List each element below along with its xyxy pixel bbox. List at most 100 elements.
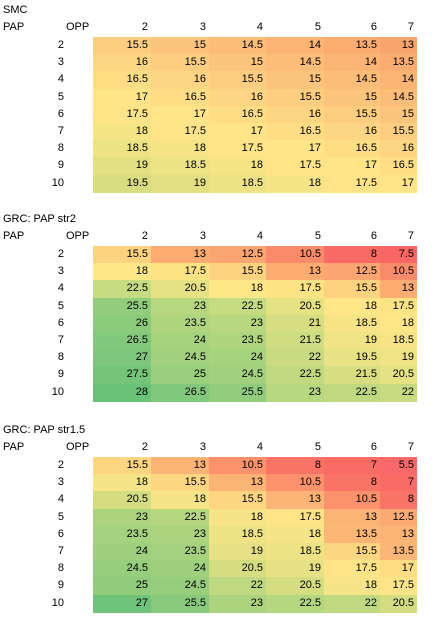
heatmap-cell[interactable]: 23: [151, 525, 209, 544]
heatmap-cell[interactable]: 19: [209, 543, 266, 561]
heatmap-cell[interactable]: 23.5: [209, 332, 266, 350]
heatmap-cell[interactable]: 21: [266, 314, 324, 333]
heatmap-cell[interactable]: 17.5: [93, 105, 151, 124]
heatmap-cell[interactable]: 7.5: [380, 246, 417, 264]
heatmap-cell[interactable]: 22: [209, 577, 266, 596]
heatmap-cell[interactable]: 26.5: [151, 383, 209, 402]
heatmap-cell[interactable]: 13: [266, 263, 324, 282]
heatmap-cell[interactable]: 10.5: [380, 263, 417, 282]
heatmap-cell[interactable]: 15.5: [151, 54, 209, 73]
heatmap-cell[interactable]: 13: [151, 457, 209, 475]
heatmap-cell[interactable]: 7: [324, 457, 380, 475]
heatmap-cell[interactable]: 17.5: [151, 263, 209, 282]
heatmap-cell[interactable]: 18: [209, 508, 266, 527]
heatmap-cell[interactable]: 18: [324, 577, 380, 596]
heatmap-cell[interactable]: 28: [93, 383, 151, 402]
heatmap-cell[interactable]: 19: [380, 349, 417, 368]
heatmap-cell[interactable]: 17: [324, 157, 380, 176]
heatmap-cell[interactable]: 27: [93, 594, 151, 613]
heatmap-cell[interactable]: 14.5: [266, 54, 324, 73]
heatmap-cell[interactable]: 14.5: [209, 37, 266, 55]
heatmap-cell[interactable]: 18: [93, 263, 151, 282]
heatmap-cell[interactable]: 17.5: [324, 560, 380, 579]
heatmap-cell[interactable]: 7: [380, 474, 417, 493]
heatmap-cell[interactable]: 10.5: [324, 491, 380, 510]
heatmap-cell[interactable]: 10.5: [266, 246, 324, 264]
heatmap-cell[interactable]: 19: [266, 560, 324, 579]
heatmap-cell[interactable]: 17.5: [209, 140, 266, 159]
heatmap-cell[interactable]: 5.5: [380, 457, 417, 475]
heatmap-cell[interactable]: 22.5: [266, 594, 324, 613]
heatmap-cell[interactable]: 22.5: [93, 280, 151, 299]
heatmap-cell[interactable]: 19.5: [324, 349, 380, 368]
heatmap-cell[interactable]: 13: [380, 525, 417, 544]
heatmap-cell[interactable]: 25.5: [209, 383, 266, 402]
heatmap-cell[interactable]: 8: [266, 457, 324, 475]
heatmap-cell[interactable]: 22.5: [324, 383, 380, 402]
heatmap-cell[interactable]: 15.5: [266, 88, 324, 107]
heatmap-cell[interactable]: 15.5: [324, 280, 380, 299]
heatmap-cell[interactable]: 23.5: [151, 314, 209, 333]
heatmap-cell[interactable]: 18: [324, 297, 380, 316]
heatmap-cell[interactable]: 23.5: [93, 525, 151, 544]
heatmap-cell[interactable]: 16: [324, 123, 380, 141]
heatmap-cell[interactable]: 13.5: [380, 54, 417, 73]
heatmap-cell[interactable]: 24: [151, 332, 209, 350]
heatmap-cell[interactable]: 15.5: [209, 263, 266, 282]
heatmap-cell[interactable]: 13.5: [380, 543, 417, 561]
heatmap-cell[interactable]: 18: [209, 280, 266, 299]
heatmap-cell[interactable]: 25: [151, 366, 209, 385]
heatmap-cell[interactable]: 17.5: [380, 577, 417, 596]
heatmap-cell[interactable]: 23: [209, 314, 266, 333]
heatmap-cell[interactable]: 17.5: [266, 508, 324, 527]
heatmap-cell[interactable]: 16.5: [266, 123, 324, 141]
heatmap-cell[interactable]: 16.5: [93, 71, 151, 90]
heatmap-cell[interactable]: 18: [93, 474, 151, 493]
heatmap-cell[interactable]: 8: [324, 246, 380, 264]
heatmap-cell[interactable]: 25.5: [151, 594, 209, 613]
heatmap-cell[interactable]: 14: [324, 54, 380, 73]
heatmap-cell[interactable]: 15.5: [209, 71, 266, 90]
heatmap-cell[interactable]: 21.5: [266, 332, 324, 350]
heatmap-cell[interactable]: 18: [151, 140, 209, 159]
heatmap-cell[interactable]: 10.5: [209, 457, 266, 475]
heatmap-cell[interactable]: 13: [380, 280, 417, 299]
heatmap-cell[interactable]: 20.5: [266, 297, 324, 316]
heatmap-cell[interactable]: 13: [151, 246, 209, 264]
heatmap-cell[interactable]: 17: [380, 174, 417, 193]
heatmap-cell[interactable]: 15.5: [380, 123, 417, 141]
heatmap-cell[interactable]: 17: [209, 123, 266, 141]
heatmap-cell[interactable]: 15.5: [324, 543, 380, 561]
heatmap-cell[interactable]: 20.5: [380, 366, 417, 385]
heatmap-cell[interactable]: 17: [93, 88, 151, 107]
heatmap-cell[interactable]: 22.5: [209, 297, 266, 316]
heatmap-cell[interactable]: 15.5: [93, 37, 151, 55]
heatmap-cell[interactable]: 20.5: [266, 577, 324, 596]
heatmap-cell[interactable]: 24.5: [93, 560, 151, 579]
heatmap-cell[interactable]: 18: [93, 123, 151, 141]
heatmap-cell[interactable]: 18: [266, 174, 324, 193]
heatmap-cell[interactable]: 23: [93, 508, 151, 527]
heatmap-cell[interactable]: 18: [209, 157, 266, 176]
heatmap-cell[interactable]: 16.5: [380, 157, 417, 176]
heatmap-cell[interactable]: 15.5: [209, 491, 266, 510]
heatmap-cell[interactable]: 24: [209, 349, 266, 368]
heatmap-cell[interactable]: 23: [151, 297, 209, 316]
heatmap-cell[interactable]: 15.5: [151, 474, 209, 493]
heatmap-cell[interactable]: 16: [209, 88, 266, 107]
heatmap-cell[interactable]: 27: [93, 349, 151, 368]
heatmap-cell[interactable]: 16: [266, 105, 324, 124]
heatmap-cell[interactable]: 26: [93, 314, 151, 333]
heatmap-cell[interactable]: 22: [380, 383, 417, 402]
heatmap-cell[interactable]: 15: [209, 54, 266, 73]
heatmap-cell[interactable]: 13.5: [324, 525, 380, 544]
heatmap-cell[interactable]: 16: [93, 54, 151, 73]
heatmap-cell[interactable]: 13.5: [324, 37, 380, 55]
heatmap-cell[interactable]: 27.5: [93, 366, 151, 385]
heatmap-cell[interactable]: 25.5: [93, 297, 151, 316]
heatmap-cell[interactable]: 19.5: [93, 174, 151, 193]
heatmap-cell[interactable]: 15.5: [93, 246, 151, 264]
heatmap-cell[interactable]: 22.5: [266, 366, 324, 385]
heatmap-cell[interactable]: 18.5: [151, 157, 209, 176]
heatmap-cell[interactable]: 17: [266, 140, 324, 159]
